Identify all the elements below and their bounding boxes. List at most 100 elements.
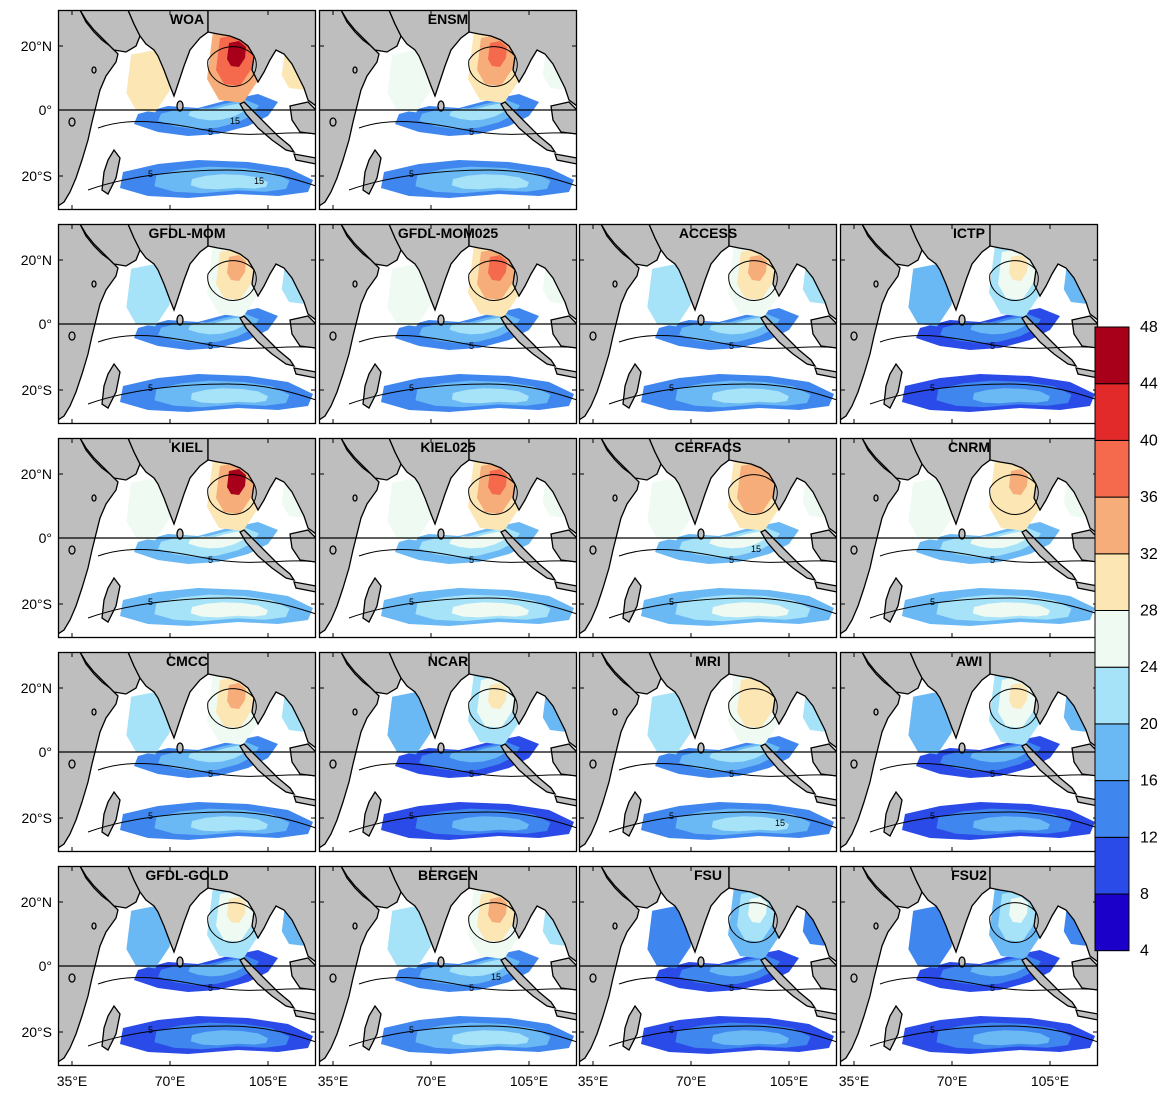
axis-ticks (319, 866, 577, 1066)
latitude-label: 20°S (21, 168, 52, 184)
longitude-label: 70°E (155, 1073, 186, 1089)
map-panel: 5 5 15 MRI (578, 651, 838, 853)
contour-label-5: 5 (409, 811, 414, 821)
contour-lines (608, 688, 837, 833)
contour-label-5: 5 (208, 983, 213, 993)
contour-label-5: 5 (669, 1025, 674, 1035)
axis-ticks (579, 866, 837, 1066)
colorbar-segment (1094, 610, 1130, 668)
filled-contours (120, 25, 316, 198)
contour-label-5: 5 (469, 341, 474, 351)
longitude-label: 35°E (578, 1073, 609, 1089)
map-panel: 5 5 ACCESS (578, 223, 838, 425)
map-panel: 5 5 15 15 WOA 20°N 0° 20°S (21, 9, 317, 211)
colorbar-segment (1094, 780, 1130, 838)
colorbar-segment (1094, 496, 1130, 555)
colorbar-tick-label: 12 (1140, 829, 1158, 846)
contour-label-5: 5 (409, 597, 414, 607)
colorbar-segment (1094, 723, 1130, 782)
colorbar-tick-label: 40 (1140, 432, 1158, 449)
panel-title: ENSM (428, 11, 468, 27)
map-panel: 5 5 CNRM (839, 437, 1099, 639)
axis-ticks (58, 866, 316, 1066)
contour-label-5: 5 (469, 983, 474, 993)
map-panel: 5 5 KIEL025 (318, 437, 578, 639)
longitude-label: 35°E (318, 1073, 349, 1089)
panel-title: GFDL-MOM (149, 225, 226, 241)
panel-title: CMCC (166, 653, 208, 669)
panel-title: MRI (695, 653, 721, 669)
map-panel: 5 5 CMCC 20°N 0° 20°S (21, 651, 317, 853)
colorbar-segment (1094, 383, 1130, 441)
colorbar-tick-label: 4 (1140, 943, 1149, 960)
map-panel: 5 5 GFDL-GOLD 20°N 0° 20°S 35°E 70°E 105°E (21, 865, 317, 1089)
contour-label-5: 5 (469, 127, 474, 137)
latitude-label: 20°S (21, 1024, 52, 1040)
latitude-label: 20°N (21, 680, 52, 696)
latitude-label: 20°N (21, 466, 52, 482)
contour-label-5: 5 (469, 555, 474, 565)
contour-label-15: 15 (491, 972, 501, 982)
contour-lines (608, 260, 837, 405)
contour-label-5: 5 (469, 769, 474, 779)
map-panel: 5 5 15 CERFACS (578, 437, 838, 639)
map-panel: 5 5 GFDL-MOM025 (318, 223, 578, 425)
contour-label-5: 5 (409, 169, 414, 179)
contour-label-5: 5 (990, 555, 995, 565)
panel-title: CERFACS (675, 439, 742, 455)
latitude-label: 0° (39, 316, 52, 332)
latitude-label: 20°N (21, 252, 52, 268)
contour-label-15: 15 (751, 544, 761, 554)
panel-title: NCAR (428, 653, 468, 669)
longitude-label: 70°E (937, 1073, 968, 1089)
longitude-label: 35°E (57, 1073, 88, 1089)
contour-label-5: 5 (148, 1025, 153, 1035)
panel-title: KIEL (171, 439, 203, 455)
contour-label-5: 5 (990, 341, 995, 351)
map-panel: 5 5 ICTP (839, 223, 1099, 425)
filled-contours (381, 881, 577, 1054)
contour-lines (87, 474, 316, 619)
contour-label-5: 5 (729, 983, 734, 993)
longitude-label: 105°E (1031, 1073, 1069, 1089)
contour-label-5: 5 (729, 769, 734, 779)
contour-lines (87, 46, 316, 191)
contour-label-5: 5 (409, 383, 414, 393)
contour-label-15: 15 (775, 818, 785, 828)
contour-lines (87, 688, 316, 833)
longitude-label: 105°E (249, 1073, 287, 1089)
longitude-label: 105°E (510, 1073, 548, 1089)
contour-label-5: 5 (930, 383, 935, 393)
longitude-label: 70°E (416, 1073, 447, 1089)
filled-contours (902, 239, 1098, 412)
contour-lines (87, 260, 316, 405)
latitude-label: 20°S (21, 596, 52, 612)
contour-label-5: 5 (990, 983, 995, 993)
panel-title: ICTP (953, 225, 985, 241)
map-panel: 5 5 FSU2 35°E 70°E 105°E (839, 865, 1099, 1089)
contour-lines (348, 688, 577, 833)
panel-title: GFDL-MOM025 (398, 225, 499, 241)
axis-ticks (58, 438, 316, 638)
colorbar-tick-label: 8 (1140, 886, 1149, 903)
contour-label-5: 5 (669, 383, 674, 393)
latitude-label: 20°S (21, 810, 52, 826)
axis-ticks (58, 10, 316, 210)
contour-lines (608, 474, 837, 619)
axis-ticks (579, 224, 837, 424)
contour-lines (348, 474, 577, 619)
contour-label-15: 15 (230, 116, 240, 126)
contour-label-5: 5 (208, 341, 213, 351)
latitude-label: 0° (39, 958, 52, 974)
latitude-label: 0° (39, 530, 52, 546)
contour-lines (348, 902, 577, 1047)
contour-label-5: 5 (208, 555, 213, 565)
contour-label-5: 5 (148, 811, 153, 821)
filled-contours (120, 667, 316, 840)
panel-title: CNRM (948, 439, 990, 455)
axis-ticks (319, 224, 577, 424)
axis-ticks (319, 438, 577, 638)
colorbar-segment (1094, 553, 1130, 611)
contour-label-5: 5 (208, 127, 213, 137)
